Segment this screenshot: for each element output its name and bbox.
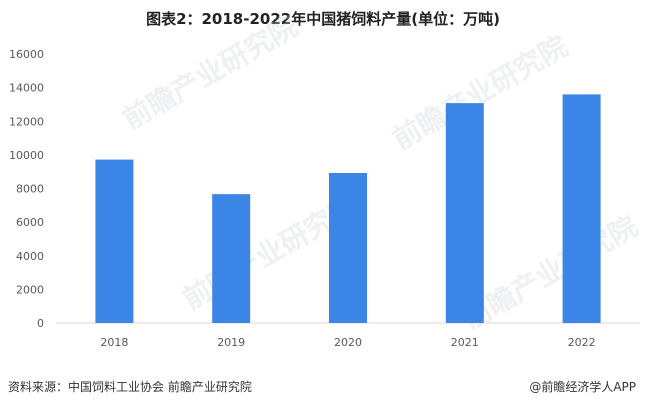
y-tick-label: 16000 — [9, 48, 44, 61]
chart-title: 图表2：2018-2022年中国猪饲料产量(单位：万吨) — [146, 10, 500, 28]
y-tick-label: 8000 — [16, 183, 44, 196]
y-tick-label: 6000 — [16, 216, 44, 229]
bar-2020 — [329, 172, 367, 323]
bar-series — [95, 94, 601, 323]
y-tick-label: 10000 — [9, 149, 44, 162]
y-tick-label: 14000 — [9, 82, 44, 95]
brand-credit: @前瞻经济学人APP — [529, 380, 636, 394]
y-tick-label: 4000 — [16, 250, 44, 263]
bar-2021 — [445, 103, 484, 323]
x-tick-label: 2022 — [568, 336, 596, 349]
watermark-text: 前瞻产业研究院 — [117, 9, 303, 136]
source-note: 资料来源：中国饲料工业协会 前瞻产业研究院 — [8, 380, 252, 394]
watermark-text: 前瞻产业研究院 — [457, 209, 643, 336]
x-tick-label: 2019 — [217, 336, 245, 349]
y-tick-label: 2000 — [16, 283, 44, 296]
x-tick-label: 2021 — [451, 336, 479, 349]
x-tick-label: 2018 — [100, 336, 128, 349]
bar-2019 — [212, 194, 251, 323]
y-tick-label: 0 — [37, 317, 44, 330]
bar-2022 — [562, 94, 601, 323]
x-tick-label: 2020 — [334, 336, 362, 349]
y-axis: 0 2000 4000 6000 8000 10000 12000 14000 16000 — [9, 48, 44, 330]
bar-2018 — [95, 159, 134, 323]
y-tick-label: 12000 — [9, 115, 44, 128]
x-axis: 2018 2019 2020 2021 2022 — [100, 336, 595, 349]
